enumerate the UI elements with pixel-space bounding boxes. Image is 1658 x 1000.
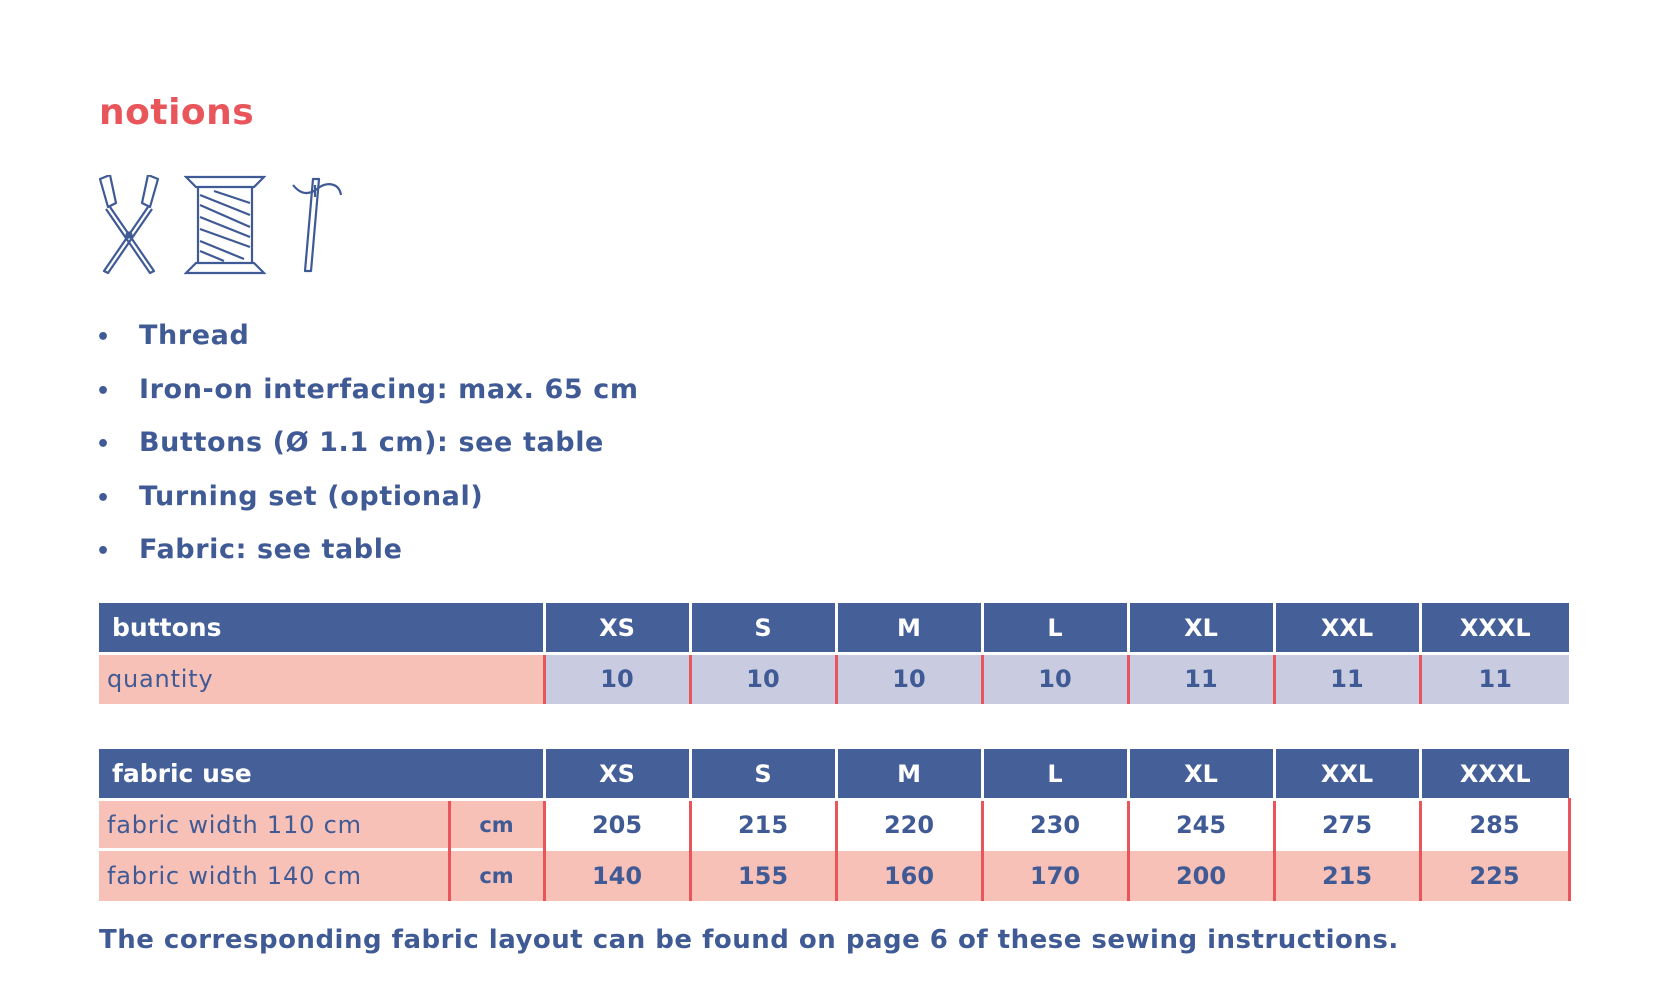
table-row: fabric width 140 cm cm 140 155 160 170 2…	[99, 848, 1571, 901]
needle-icon	[292, 177, 343, 273]
cell-value: 215	[1272, 848, 1421, 901]
thread-spool-icon	[184, 175, 266, 275]
fabric-use-table: fabric use XS S M L XL XXL XXXL fabric w…	[99, 749, 1571, 901]
cell-value: 230	[980, 798, 1129, 850]
size-header: XXXL	[1418, 749, 1570, 800]
size-header: XXL	[1272, 603, 1420, 654]
cell-value: 285	[1418, 798, 1571, 850]
scissors-icon	[98, 175, 160, 275]
item-text: Thread	[139, 320, 250, 351]
section-title: notions	[99, 92, 255, 133]
cell-value: 160	[834, 848, 983, 901]
notions-list: • Thread • Iron-on interfacing: max. 65 cm…	[96, 314, 639, 582]
cell-value: 275	[1272, 798, 1421, 850]
size-header: S	[688, 603, 836, 654]
size-header: XS	[542, 749, 691, 800]
bullet: •	[96, 378, 111, 404]
bullet: •	[96, 485, 111, 511]
size-header: XXL	[1272, 749, 1421, 800]
item-text: Fabric: see table	[139, 534, 403, 565]
unit-label: cm	[447, 848, 545, 901]
cell-value: 220	[834, 798, 983, 850]
item-text: Turning set (optional)	[139, 480, 484, 512]
size-header: XL	[1126, 603, 1274, 654]
cell-value: 155	[688, 848, 837, 901]
row-label: quantity	[99, 652, 544, 704]
cell-value: 170	[980, 848, 1129, 901]
list-item: • Thread	[96, 314, 639, 368]
cell-value: 11	[1418, 652, 1569, 704]
cell-value: 205	[542, 798, 691, 850]
footer-note: The corresponding fabric layout can be f…	[99, 925, 1399, 955]
size-header: L	[980, 603, 1128, 654]
cell-value: 10	[542, 652, 690, 704]
item-text: Iron-on interfacing: max. 65 cm	[139, 373, 639, 405]
bullet: •	[96, 432, 111, 457]
cell-value: 11	[1272, 652, 1420, 704]
size-header: XL	[1126, 749, 1275, 800]
table-header-label: fabric use	[99, 749, 545, 800]
list-item: • Buttons (Ø 1.1 cm): see table	[96, 421, 639, 475]
table-header-row: fabric use XS S M L XL XXL XXXL	[99, 749, 1570, 800]
list-item: • Iron-on interfacing: max. 65 cm	[96, 368, 639, 422]
size-header: XS	[542, 603, 690, 654]
list-item: • Turning set (optional)	[96, 475, 639, 529]
cell-value: 10	[688, 652, 836, 704]
cell-value: 10	[980, 652, 1128, 704]
size-header: S	[688, 749, 837, 800]
cell-value: 140	[542, 848, 691, 901]
cell-value: 11	[1126, 652, 1274, 704]
row-label: fabric width 110 cm	[99, 798, 449, 850]
bullet: •	[96, 539, 111, 564]
cell-value: 215	[688, 798, 837, 850]
table-header-row: buttons XS S M L XL XXL XXXL	[99, 603, 1569, 654]
bullet: •	[96, 325, 111, 350]
cell-value: 10	[834, 652, 982, 704]
table-row: quantity 10 10 10 10 11 11 11	[99, 652, 1569, 704]
cell-value: 200	[1126, 848, 1275, 901]
item-text: Buttons (Ø 1.1 cm): see table	[139, 427, 604, 458]
unit-label: cm	[447, 798, 545, 850]
buttons-table: buttons XS S M L XL XXL XXXL quantity 10…	[99, 603, 1569, 704]
row-label: fabric width 140 cm	[99, 848, 449, 901]
size-header: XXXL	[1418, 603, 1569, 654]
size-header: M	[834, 603, 982, 654]
table-header-label: buttons	[99, 603, 544, 654]
cell-value: 225	[1418, 848, 1571, 901]
list-item: • Fabric: see table	[96, 528, 639, 582]
size-header: L	[980, 749, 1129, 800]
size-header: M	[834, 749, 983, 800]
cell-value: 245	[1126, 798, 1275, 850]
table-row: fabric width 110 cm cm 205 215 220 230 2…	[99, 798, 1571, 850]
